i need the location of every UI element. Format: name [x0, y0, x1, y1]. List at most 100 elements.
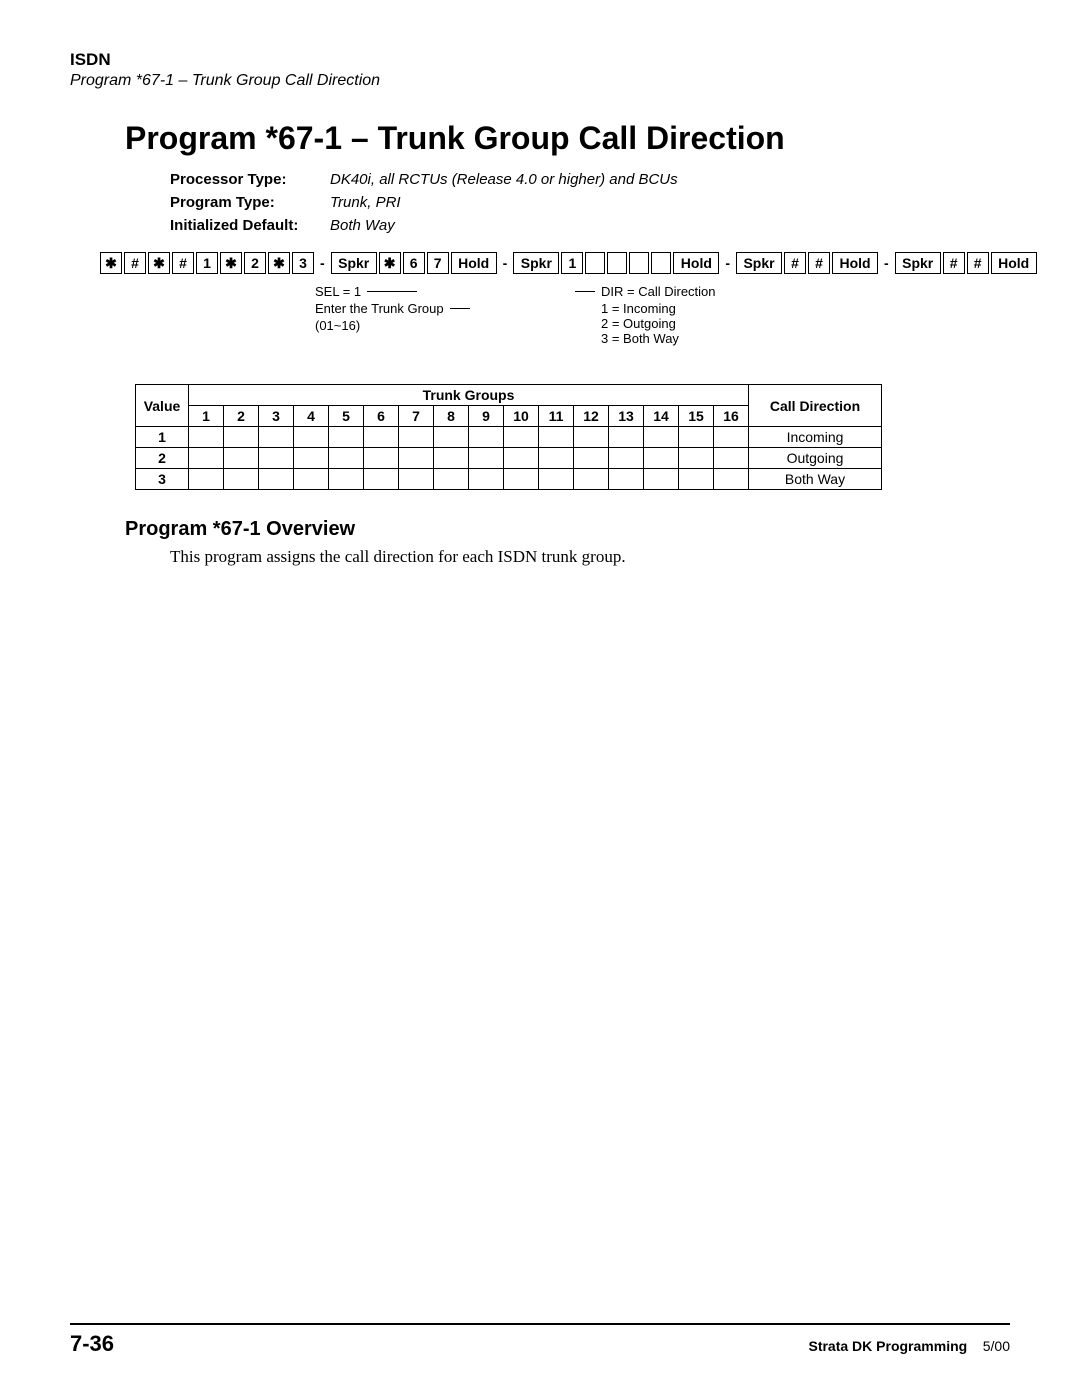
cell-empty [679, 448, 714, 469]
cell-empty [539, 448, 574, 469]
th-call-direction: Call Direction [749, 385, 882, 427]
cell-empty [434, 427, 469, 448]
dash: - [316, 255, 329, 271]
meta-block: Processor Type: DK40i, all RCTUs (Releas… [170, 171, 1010, 234]
cell-empty [189, 469, 224, 490]
cell-empty [189, 448, 224, 469]
annot-text: 2 = Outgoing [601, 316, 716, 331]
key: ✱ [148, 252, 170, 274]
annotation-left: SEL = 1 Enter the Trunk Group (01~16) [315, 284, 515, 346]
table-row: 1 Incoming [136, 427, 882, 448]
annot-text: (01~16) [315, 318, 515, 333]
overview-title: Program *67-1 Overview [125, 518, 1010, 541]
cell-value: 3 [136, 469, 189, 490]
table-row: 2 Outgoing [136, 448, 882, 469]
meta-label: Processor Type: [170, 171, 330, 188]
hold-key: Hold [451, 252, 497, 274]
spkr-key: Spkr [895, 252, 941, 274]
spkr-key: Spkr [736, 252, 782, 274]
page-header: ISDN Program *67-1 – Trunk Group Call Di… [70, 50, 1010, 90]
cell-empty [224, 469, 259, 490]
cell-empty [469, 448, 504, 469]
key: ✱ [379, 252, 401, 274]
key: # [124, 252, 146, 274]
cell-value: 2 [136, 448, 189, 469]
hold-key: Hold [832, 252, 878, 274]
cell-empty [329, 427, 364, 448]
annot-enter: Enter the Trunk Group [315, 301, 515, 316]
key: 1 [196, 252, 218, 274]
th-group: 6 [364, 406, 399, 427]
th-group: 4 [294, 406, 329, 427]
cell-empty [679, 427, 714, 448]
cell-empty [609, 427, 644, 448]
page-title: Program *67-1 – Trunk Group Call Directi… [125, 120, 1010, 157]
annot-line-icon [367, 291, 417, 292]
meta-row-init: Initialized Default: Both Way [170, 217, 1010, 234]
cell-empty [294, 427, 329, 448]
annotation-block: SEL = 1 Enter the Trunk Group (01~16) DI… [315, 284, 1010, 346]
meta-row-program: Program Type: Trunk, PRI [170, 194, 1010, 211]
cell-empty [609, 469, 644, 490]
cell-call-direction: Both Way [749, 469, 882, 490]
annot-text: Enter the Trunk Group [315, 301, 444, 316]
page-footer: 7-36 Strata DK Programming 5/00 [70, 1323, 1010, 1357]
key: ✱ [220, 252, 242, 274]
th-group: 16 [714, 406, 749, 427]
cell-empty [364, 448, 399, 469]
th-group: 12 [574, 406, 609, 427]
cell-empty [539, 469, 574, 490]
key-empty [629, 252, 649, 274]
th-group: 5 [329, 406, 364, 427]
spkr-key: Spkr [331, 252, 377, 274]
key-empty [585, 252, 605, 274]
annot-line-icon [450, 308, 470, 309]
annot-text: 1 = Incoming [601, 301, 716, 316]
cell-empty [364, 427, 399, 448]
cell-empty [224, 448, 259, 469]
document-page: ISDN Program *67-1 – Trunk Group Call Di… [0, 0, 1080, 1397]
cell-value: 1 [136, 427, 189, 448]
th-group: 2 [224, 406, 259, 427]
meta-value: Trunk, PRI [330, 194, 401, 211]
cell-empty [504, 469, 539, 490]
th-group: 10 [504, 406, 539, 427]
th-group: 14 [644, 406, 679, 427]
dash: - [880, 255, 893, 271]
th-group: 13 [609, 406, 644, 427]
th-group: 15 [679, 406, 714, 427]
cell-call-direction: Outgoing [749, 448, 882, 469]
cell-empty [714, 469, 749, 490]
footer-date: 5/00 [983, 1338, 1010, 1354]
table-header-row: Value Trunk Groups Call Direction [136, 385, 882, 406]
header-subtitle: Program *67-1 – Trunk Group Call Directi… [70, 72, 1010, 90]
cell-empty [329, 469, 364, 490]
hold-key: Hold [991, 252, 1037, 274]
cell-empty [294, 469, 329, 490]
spkr-key: Spkr [513, 252, 559, 274]
annotation-right: DIR = Call Direction 1 = Incoming 2 = Ou… [575, 284, 716, 346]
cell-empty [399, 427, 434, 448]
key-empty [651, 252, 671, 274]
cell-empty [434, 448, 469, 469]
cell-empty [644, 469, 679, 490]
key-empty [607, 252, 627, 274]
key: # [967, 252, 989, 274]
cell-empty [609, 448, 644, 469]
footer-page-number: 7-36 [70, 1331, 114, 1357]
annot-text: SEL = 1 [315, 284, 361, 299]
key: # [808, 252, 830, 274]
cell-empty [644, 427, 679, 448]
cell-empty [224, 427, 259, 448]
key-sequence: ✱ # ✱ # 1 ✱ 2 ✱ 3 - Spkr ✱ 6 7 Hold - Sp… [100, 252, 1010, 274]
annot-text: DIR = Call Direction [601, 284, 716, 299]
annot-dir: DIR = Call Direction [575, 284, 716, 299]
cell-empty [364, 469, 399, 490]
cell-empty [504, 427, 539, 448]
cell-call-direction: Incoming [749, 427, 882, 448]
meta-label: Program Type: [170, 194, 330, 211]
key: ✱ [268, 252, 290, 274]
meta-row-processor: Processor Type: DK40i, all RCTUs (Releas… [170, 171, 1010, 188]
hold-key: Hold [673, 252, 719, 274]
cell-empty [574, 427, 609, 448]
